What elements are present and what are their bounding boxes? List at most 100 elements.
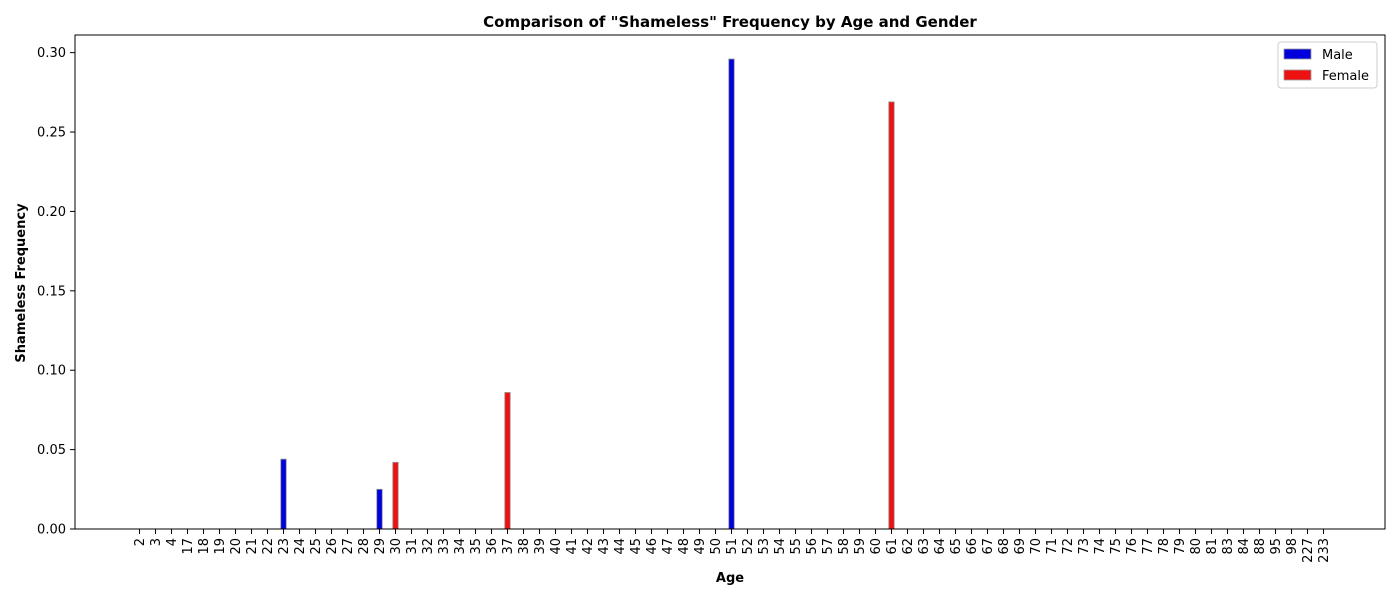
y-tick-label: 0.25: [37, 126, 66, 141]
x-tick-label: 67: [981, 538, 996, 555]
y-tick-label: 0.00: [37, 523, 66, 538]
x-tick-label: 40: [549, 538, 564, 555]
x-tick-label: 25: [309, 538, 324, 555]
legend-swatch-male: [1283, 48, 1312, 60]
x-tick-label: 30: [389, 538, 404, 555]
x-tick-label: 57: [821, 538, 836, 555]
x-tick-label: 47: [661, 538, 676, 555]
x-tick-label: 26: [325, 538, 340, 555]
x-tick-label: 52: [741, 538, 756, 555]
x-tick-label: 17: [181, 538, 196, 555]
x-tick-label: 60: [869, 538, 884, 555]
bars-layer: [280, 58, 895, 530]
x-tick-label: 80: [1189, 538, 1204, 555]
x-axis-label: Age: [716, 571, 744, 586]
x-tick-label: 45: [629, 538, 644, 555]
y-tick-label: 0.15: [37, 284, 66, 299]
x-tick-label: 72: [1061, 538, 1076, 555]
x-tick-label: 33: [437, 538, 452, 555]
x-tick-label: 4: [165, 538, 180, 546]
bar-female-age-30: [392, 461, 399, 530]
x-tick-label: 76: [1125, 538, 1140, 555]
x-tick-label: 74: [1093, 538, 1108, 555]
x-tick-label: 46: [645, 538, 660, 555]
x-tick-label: 41: [565, 538, 580, 555]
x-tick-label: 59: [853, 538, 868, 555]
bar-male-age-51: [728, 58, 735, 530]
x-tick-label: 71: [1045, 538, 1060, 555]
x-tick-label: 79: [1173, 538, 1188, 555]
x-tick-label: 21: [245, 538, 260, 555]
x-tick-label: 20: [229, 538, 244, 555]
bar-male-age-29: [376, 488, 383, 530]
x-tick-label: 2: [133, 538, 148, 546]
x-tick-label: 58: [837, 538, 852, 555]
chart-title: Comparison of "Shameless" Frequency by A…: [483, 13, 977, 31]
x-tick-label: 61: [885, 538, 900, 555]
bar-female-age-61: [888, 101, 895, 530]
x-tick-label: 34: [453, 538, 468, 555]
x-tick-label: 75: [1109, 538, 1124, 555]
bar-female-age-37: [504, 392, 511, 530]
x-tick-label: 88: [1253, 538, 1268, 555]
x-tick-label: 24: [293, 538, 308, 555]
x-tick-label: 54: [773, 538, 788, 555]
legend: Male Female: [1277, 41, 1378, 89]
x-tick-label: 63: [917, 538, 932, 555]
x-tick-label: 36: [485, 538, 500, 555]
x-tick-label: 19: [213, 538, 228, 555]
x-tick-label: 48: [677, 538, 692, 555]
x-tick-label: 56: [805, 538, 820, 555]
x-tick-label: 22: [261, 538, 276, 555]
x-tick-label: 77: [1141, 538, 1156, 555]
x-tick-label: 70: [1029, 538, 1044, 555]
y-tick-label: 0.10: [37, 364, 66, 379]
x-tick-label: 51: [725, 538, 740, 555]
x-tick-label: 50: [709, 538, 724, 555]
y-axis: 0.00 0.05 0.10 0.15 0.20 0.25 0.30: [37, 46, 75, 538]
x-tick-label: 62: [901, 538, 916, 555]
x-tick-label: 32: [421, 538, 436, 555]
x-tick-label: 28: [357, 538, 372, 555]
x-tick-label: 23: [277, 538, 292, 555]
legend-label-female: Female: [1322, 69, 1369, 84]
x-tick-label: 49: [693, 538, 708, 555]
x-tick-label: 35: [469, 538, 484, 555]
x-tick-label: 78: [1157, 538, 1172, 555]
y-tick-label: 0.30: [37, 46, 66, 61]
x-tick-label: 53: [757, 538, 772, 555]
x-tick-label: 83: [1221, 538, 1236, 555]
y-axis-label: Shameless Frequency: [14, 203, 29, 363]
x-tick-label: 66: [965, 538, 980, 555]
x-tick-label: 233: [1317, 538, 1332, 563]
x-tick-label: 3: [149, 538, 164, 546]
y-tick-label: 0.20: [37, 205, 66, 220]
y-tick-label: 0.05: [37, 443, 66, 458]
plot-frame: [74, 34, 1386, 530]
legend-label-male: Male: [1322, 48, 1353, 63]
x-tick-label: 43: [597, 538, 612, 555]
x-tick-label: 38: [517, 538, 532, 555]
x-tick-label: 73: [1077, 538, 1092, 555]
x-tick-label: 69: [1013, 538, 1028, 555]
x-tick-label: 81: [1205, 538, 1220, 555]
x-tick-label: 42: [581, 538, 596, 555]
x-tick-label: 27: [341, 538, 356, 555]
bar-male-age-23: [280, 458, 287, 530]
x-tick-label: 65: [949, 538, 964, 555]
x-tick-label: 95: [1269, 538, 1284, 555]
x-tick-label: 98: [1285, 538, 1300, 555]
x-tick-label: 84: [1237, 538, 1252, 555]
x-tick-label: 31: [405, 538, 420, 555]
legend-swatch-female: [1283, 69, 1312, 81]
x-tick-label: 227: [1301, 538, 1316, 563]
x-tick-label: 55: [789, 538, 804, 555]
x-tick-label: 68: [997, 538, 1012, 555]
x-tick-label: 64: [933, 538, 948, 555]
x-axis: 2 3 4 17 18 19 20 21 22 23 24 25 26 27 28 29 30 31 32 33 34 3…: [133, 529, 1332, 563]
x-tick-label: 29: [373, 538, 388, 555]
x-tick-label: 39: [533, 538, 548, 555]
x-tick-label: 18: [197, 538, 212, 555]
